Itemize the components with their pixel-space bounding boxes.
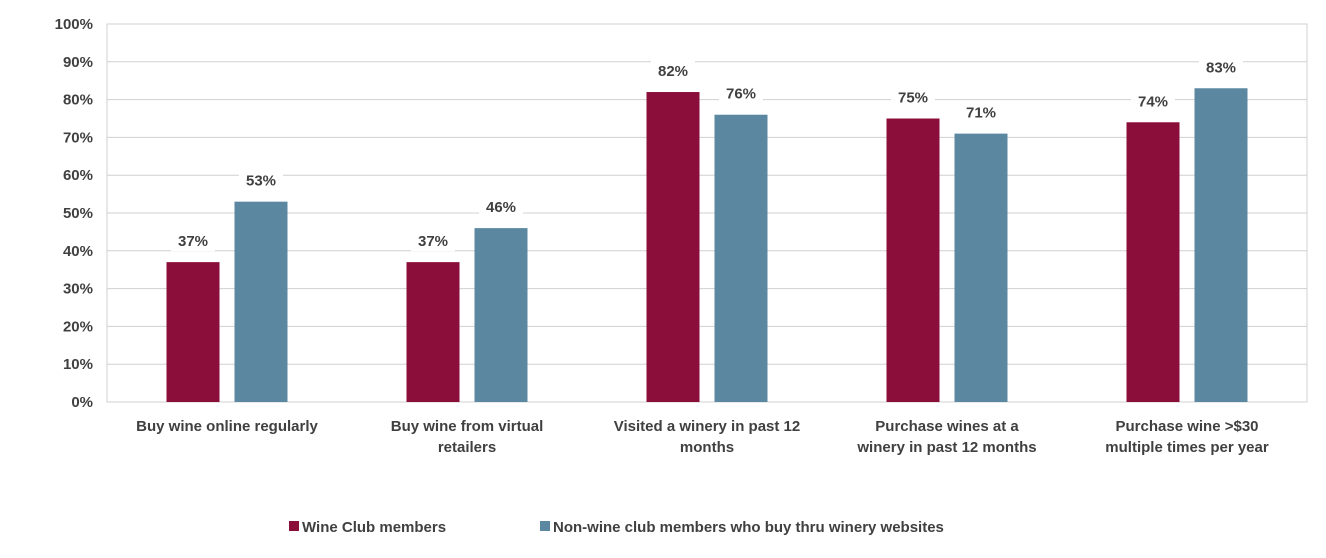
data-label-background (479, 195, 523, 218)
bar (234, 201, 288, 402)
y-tick-label: 40% (63, 243, 93, 260)
data-label-background (171, 229, 215, 252)
legend-label: Wine Club members (302, 519, 446, 536)
gridlines (107, 23, 1307, 403)
bar (886, 118, 940, 402)
data-label: 53% (246, 173, 276, 190)
y-tick-label: 20% (63, 318, 93, 335)
data-label: 76% (726, 86, 756, 103)
y-tick-label: 80% (63, 92, 93, 109)
data-label: 37% (178, 233, 208, 250)
data-label: 75% (898, 90, 928, 107)
x-category-label: multiple times per year (1105, 439, 1269, 456)
x-category-label: winery in past 12 months (856, 439, 1036, 456)
x-category-label: Visited a winery in past 12 (614, 418, 800, 435)
data-label-background (1199, 55, 1243, 78)
x-category-label: Buy wine online regularly (136, 418, 318, 435)
category-labels: Buy wine online regularly Buy wine from v… (136, 418, 1269, 456)
y-tick-label: 0% (71, 394, 93, 411)
data-label: 74% (1138, 93, 1168, 110)
legend-swatch (540, 521, 550, 531)
bar (714, 114, 768, 402)
y-tick-label: 10% (63, 356, 93, 373)
data-label-background (1131, 89, 1175, 112)
data-label-background (651, 59, 695, 82)
x-category-label: retailers (438, 439, 496, 456)
bar (166, 262, 220, 402)
data-label-background (959, 100, 1003, 123)
legend-swatch (289, 521, 299, 531)
bar (1194, 88, 1248, 402)
bar (474, 228, 528, 402)
bar (1126, 122, 1180, 402)
y-tick-label: 30% (63, 281, 93, 298)
bar (954, 133, 1008, 402)
data-label-background (239, 168, 283, 191)
x-category-label: Purchase wine >$30 (1116, 418, 1259, 435)
data-label: 82% (658, 63, 688, 80)
data-label: 71% (966, 105, 996, 122)
bar (646, 92, 700, 402)
data-label: 37% (418, 233, 448, 250)
data-label: 46% (486, 199, 516, 216)
y-tick-label: 50% (63, 205, 93, 222)
x-category-label: months (680, 439, 734, 456)
data-label-background (411, 229, 455, 252)
data-labels: 37% 53% 37% 46% 82% 76% 75% 71% 74% 83% (171, 55, 1243, 252)
legend: Wine Club members Non-wine club members w… (289, 519, 944, 536)
y-tick-label: 100% (55, 16, 93, 33)
y-tick-label: 70% (63, 129, 93, 146)
data-label-background (719, 81, 763, 104)
y-tick-label: 60% (63, 167, 93, 184)
data-label: 83% (1206, 59, 1236, 76)
y-tick-label: 90% (63, 54, 93, 71)
y-axis-ticks: 0% 10% 20% 30% 40% 50% 60% 70% 80% 90% 100% (55, 16, 93, 411)
data-label-background (891, 85, 935, 108)
legend-label: Non-wine club members who buy thru winer… (553, 519, 944, 536)
bar (406, 262, 460, 402)
bars (166, 88, 1248, 402)
x-category-label: Purchase wines at a (875, 418, 1019, 435)
x-category-label: Buy wine from virtual (391, 418, 544, 435)
